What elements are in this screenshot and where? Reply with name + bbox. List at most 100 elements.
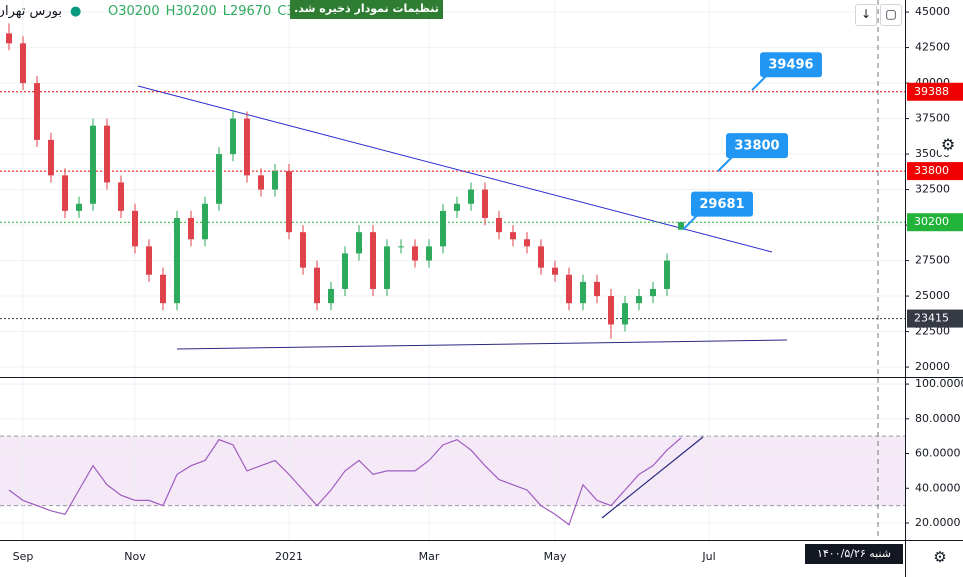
callout-box [760,52,822,78]
candle-body [104,125,110,183]
candle-body [482,189,488,218]
toast: تنظیمات نمودار ذخیره شد. [290,0,443,19]
callout-label: 39496 [768,58,813,73]
maximize-button[interactable]: ▢ [880,4,902,26]
candle-body [328,288,334,304]
candle-body [524,239,530,247]
candle-body [468,189,474,204]
scroll-button[interactable]: ↓ [855,4,877,26]
level-label-bg [907,82,963,101]
candle-body [244,118,250,176]
trend-line [137,85,773,253]
candle-body [454,203,460,211]
callout-label: 33800 [734,139,779,154]
candle-body [594,281,600,297]
y-tick-label: 25000 [915,289,950,302]
candle-body [510,232,516,240]
candle-body [20,43,26,84]
rsi-line [8,437,682,526]
candle-body [202,203,208,240]
x-tick-label: 2021 [275,550,303,563]
candle-body [664,260,670,289]
candle-body [384,246,390,289]
ohlc-readout: O30200H30200L29670C302 [108,4,317,19]
y-tick-label: 100.0000 [915,377,963,390]
candle-body [90,125,96,204]
candle-body [636,296,642,304]
candle-body [216,154,222,204]
y-tick-label: 27500 [915,254,950,267]
candle-body [412,246,418,261]
candle-body [6,33,12,44]
y-tick-label: 20.0000 [915,516,961,529]
rsi-trend-line [601,436,704,519]
y-tick-label: 20000 [915,360,950,373]
candle-body [440,210,446,247]
candle-body [174,217,180,304]
x-tick-label: Sep [13,550,34,563]
y-tick-label: 40.0000 [915,481,961,494]
y-tick-label: 60.0000 [915,447,961,460]
candle-body [146,246,152,275]
candle-body [622,303,628,325]
x-tick-label: Nov [124,550,146,563]
callout-pointer [751,75,767,91]
candle-body [286,171,292,233]
candle-body [608,296,614,325]
candle-body [398,246,404,248]
candle-body [62,175,68,211]
candle-body [300,232,306,268]
settings-button[interactable]: ⚙ [938,135,958,155]
rsi-band [0,436,905,506]
support-line [176,339,788,350]
candle-body [188,217,194,240]
level-label: 23415 [914,312,949,325]
callout-pointer [682,214,698,231]
candle-body [258,175,264,190]
y-tick-label: 37500 [915,112,950,125]
level-label-bg [907,309,963,328]
callout-box [726,133,788,159]
candle-body [678,222,684,230]
ohlc-value: L29670 [222,4,272,19]
candle-body [496,217,502,233]
candle-body [230,118,236,155]
callout-box [691,191,753,217]
y-tick-label: 45000 [915,5,950,18]
y-tick-label: 32500 [915,183,950,196]
ohlc-value: O30200 [108,4,160,19]
candle-body [552,267,558,275]
callout-pointer [717,156,733,172]
candle-body [342,253,348,289]
level-label-bg [907,213,963,232]
y-tick-label: 80.0000 [915,412,961,425]
candle-body [566,274,572,304]
candle-body [370,232,376,289]
symbol[interactable]: بورس تهران [0,4,62,19]
settings-icon[interactable]: ⚙ [930,548,950,568]
status-dot: ● [70,4,82,19]
y-tick-label: 42500 [915,41,950,54]
candle-body [272,171,278,190]
level-label: 30200 [914,215,949,228]
candle-body [34,83,40,140]
ohlc-value: H30200 [165,4,217,19]
x-tick-label: Mar [419,550,440,563]
x-tick-label: Jul [701,550,715,563]
candle-body [426,246,432,261]
crosshair-date: شنبه ۱۴۰۰/۵/۲۶ [805,544,903,564]
candle-body [650,288,656,297]
x-tick-label: May [544,550,567,563]
candle-body [118,182,124,211]
candle-body [76,203,82,211]
candle-body [48,139,54,176]
level-label-bg [907,162,963,181]
candle-body [538,246,544,268]
candle-body [132,210,138,247]
level-label: 39388 [914,85,949,98]
level-label: 33800 [914,164,949,177]
y-tick-label: 22500 [915,325,950,338]
candle-body [314,267,320,304]
